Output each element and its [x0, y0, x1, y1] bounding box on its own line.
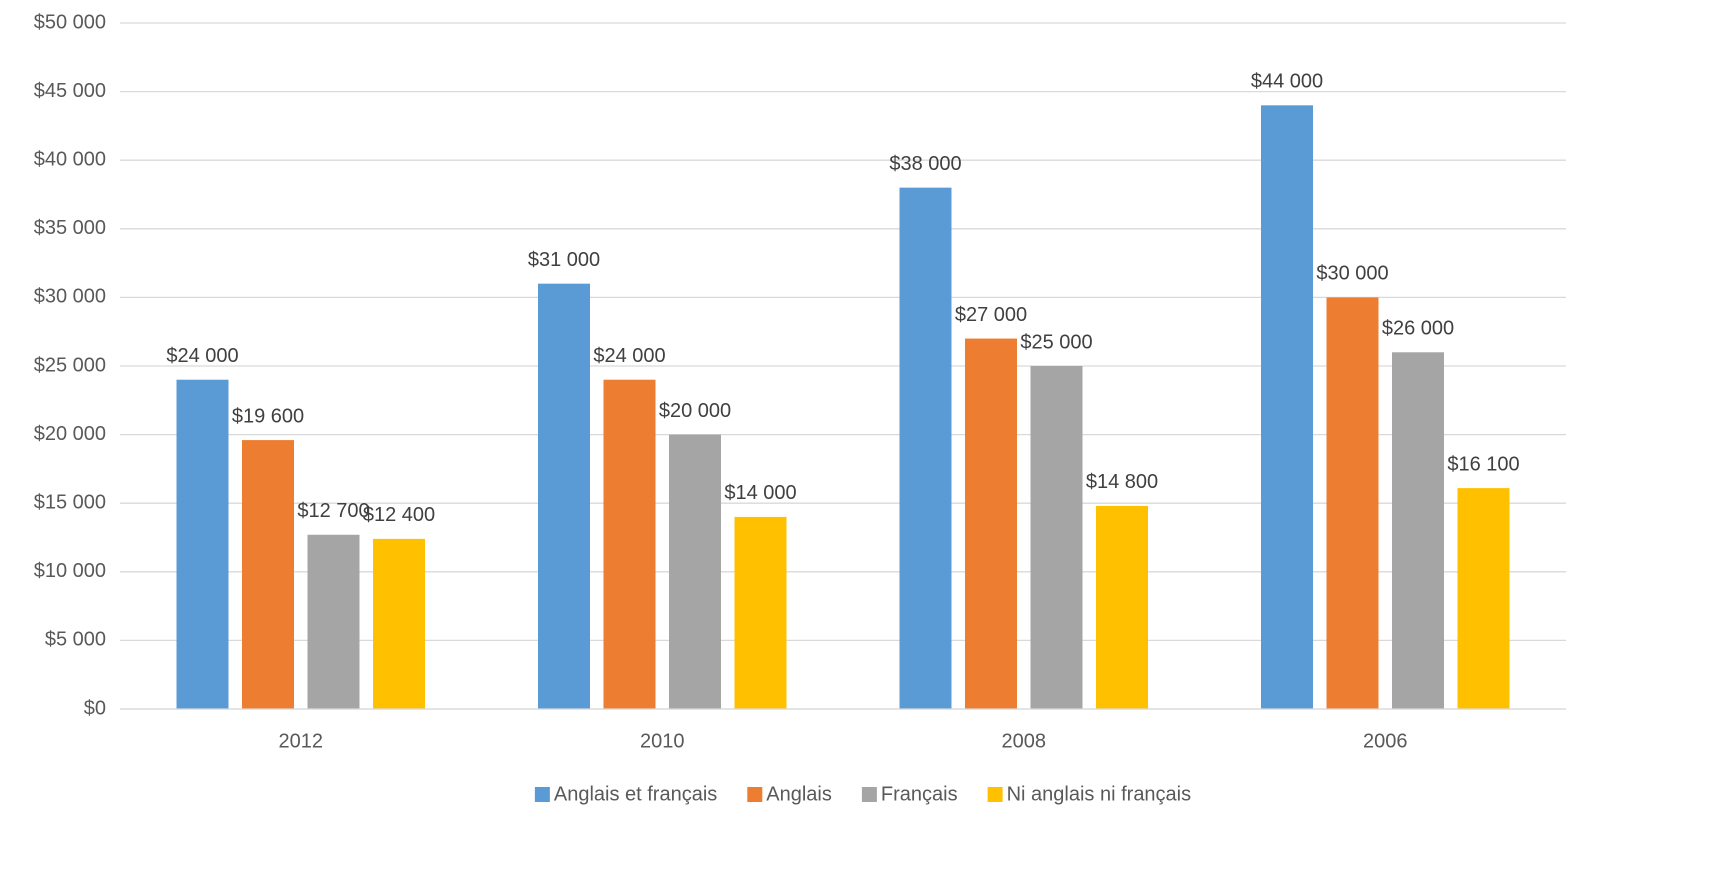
bar — [734, 516, 787, 709]
value-label: $30 000 — [1316, 263, 1388, 285]
value-label: $14 000 — [724, 482, 796, 504]
y-tick-label: $0 — [84, 697, 106, 719]
value-label: $25 000 — [1020, 331, 1092, 353]
bar — [1392, 352, 1444, 709]
bar — [1326, 297, 1379, 709]
bar — [899, 187, 952, 709]
bar — [307, 534, 360, 709]
y-tick-label: $40 000 — [34, 148, 106, 170]
bar — [1096, 505, 1148, 709]
y-tick-label: $50 000 — [34, 11, 106, 33]
legend-swatch — [534, 787, 550, 802]
x-tick-label: 2008 — [1002, 730, 1047, 752]
legend-swatch — [747, 787, 763, 802]
bar — [603, 379, 656, 709]
legend-swatch — [861, 787, 877, 802]
value-label: $14 800 — [1086, 471, 1158, 493]
value-label: $12 700 — [297, 500, 369, 522]
bar — [669, 434, 721, 709]
legend-label: Ni anglais ni français — [1007, 783, 1192, 805]
value-label: $44 000 — [1251, 71, 1323, 93]
value-label: $27 000 — [955, 304, 1027, 326]
value-label: $31 000 — [528, 249, 600, 271]
x-tick-label: 2006 — [1363, 730, 1408, 752]
value-label: $26 000 — [1382, 318, 1454, 340]
bar — [176, 379, 229, 709]
value-label: $20 000 — [659, 400, 731, 422]
y-tick-label: $25 000 — [34, 354, 106, 376]
y-tick-label: $45 000 — [34, 80, 106, 102]
bar — [373, 538, 425, 709]
x-tick-label: 2010 — [640, 730, 685, 752]
bar — [965, 338, 1017, 709]
x-tick-label: 2012 — [279, 730, 324, 752]
y-tick-label: $15 000 — [34, 491, 106, 513]
legend-label: Anglais et français — [554, 783, 717, 805]
legend-label: Français — [881, 783, 958, 805]
bar — [1457, 488, 1510, 709]
value-label: $16 100 — [1447, 453, 1519, 475]
y-tick-label: $35 000 — [34, 217, 106, 239]
bar — [1261, 105, 1313, 709]
y-tick-label: $30 000 — [34, 286, 106, 308]
value-label: $24 000 — [593, 345, 665, 367]
y-tick-label: $5 000 — [45, 629, 106, 651]
y-tick-label: $10 000 — [34, 560, 106, 582]
value-label: $24 000 — [166, 345, 238, 367]
legend-label: Anglais — [766, 783, 832, 805]
legend-swatch — [987, 787, 1003, 802]
bar — [1030, 366, 1083, 709]
value-label: $38 000 — [889, 153, 961, 175]
value-label: $12 400 — [363, 504, 435, 526]
bar — [242, 440, 294, 709]
value-label: $19 600 — [232, 405, 304, 427]
bar — [538, 283, 590, 709]
y-tick-label: $20 000 — [34, 423, 106, 445]
